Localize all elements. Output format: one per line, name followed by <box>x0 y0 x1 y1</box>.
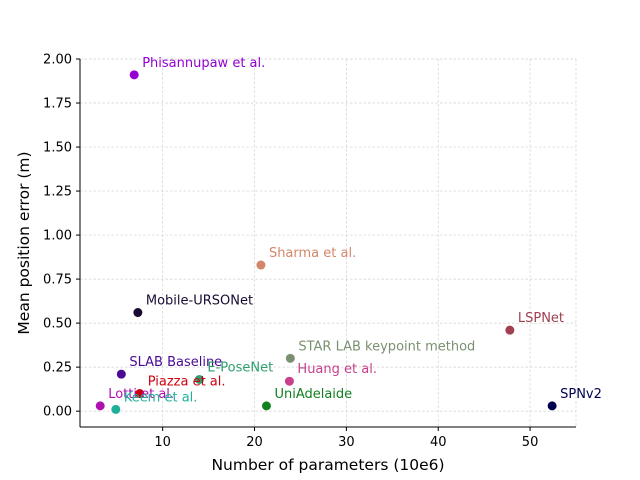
x-tick-label: 30 <box>338 435 355 450</box>
scatter-point <box>95 401 105 411</box>
point-label: Piazza et al. <box>148 375 226 390</box>
y-tick-label: 0.75 <box>43 273 72 288</box>
point-label: Huang et al. <box>297 362 377 377</box>
data-points <box>95 70 557 414</box>
point-label: Phisannupaw et al. <box>142 56 265 71</box>
scatter-point <box>285 353 295 363</box>
scatter-point <box>256 260 266 270</box>
scatter-point <box>261 401 271 411</box>
y-tick-label: 0.50 <box>43 317 72 332</box>
point-label: Mobile-URSONet <box>146 294 253 309</box>
x-tick-label: 10 <box>154 435 171 450</box>
point-label: Sharma et al. <box>269 246 356 261</box>
point-label: SLAB Baseline <box>129 355 222 370</box>
point-label: Keem et al. <box>124 390 198 405</box>
scatter-point <box>505 325 515 335</box>
scatter-point <box>116 369 126 379</box>
y-axis-label: Mean position error (m) <box>15 151 33 334</box>
point-label: Lotti et al. <box>108 387 174 402</box>
point-labels: Phisannupaw et al. Sharma et al. Mobile-UR… <box>108 56 602 406</box>
scatter-point <box>194 374 204 384</box>
point-label: LSPNet <box>518 311 564 326</box>
y-tick-label: 1.75 <box>43 97 72 112</box>
point-label: E-PoseNet <box>207 360 273 375</box>
scatter-point <box>284 376 294 386</box>
grid <box>80 58 577 427</box>
x-tick-label: 50 <box>522 435 539 450</box>
x-tick-label: 40 <box>430 435 447 450</box>
y-tick-label: 2.00 <box>43 53 72 68</box>
scatter-point <box>133 308 143 318</box>
y-tick-label: 1.25 <box>43 185 72 200</box>
y-tick-label: 0.00 <box>43 405 72 420</box>
y-tick-label: 1.50 <box>43 141 72 156</box>
scatter-point <box>111 404 121 414</box>
point-label: STAR LAB keypoint method <box>298 339 475 354</box>
scatter-point <box>129 70 139 80</box>
axis-ticks: 10 20 30 40 50 0.00 0.25 0.50 0.75 1.00 1.25 1.50 1.… <box>43 53 538 451</box>
scatter-point <box>135 389 145 399</box>
y-tick-label: 0.25 <box>43 361 72 376</box>
point-label: UniAdelaide <box>274 387 352 402</box>
point-label: SPNv2 <box>560 387 602 402</box>
y-tick-label: 1.00 <box>43 229 72 244</box>
x-axis-label: Number of parameters (10e6) <box>211 456 444 474</box>
scatter-point <box>547 401 557 411</box>
x-tick-label: 20 <box>246 435 263 450</box>
